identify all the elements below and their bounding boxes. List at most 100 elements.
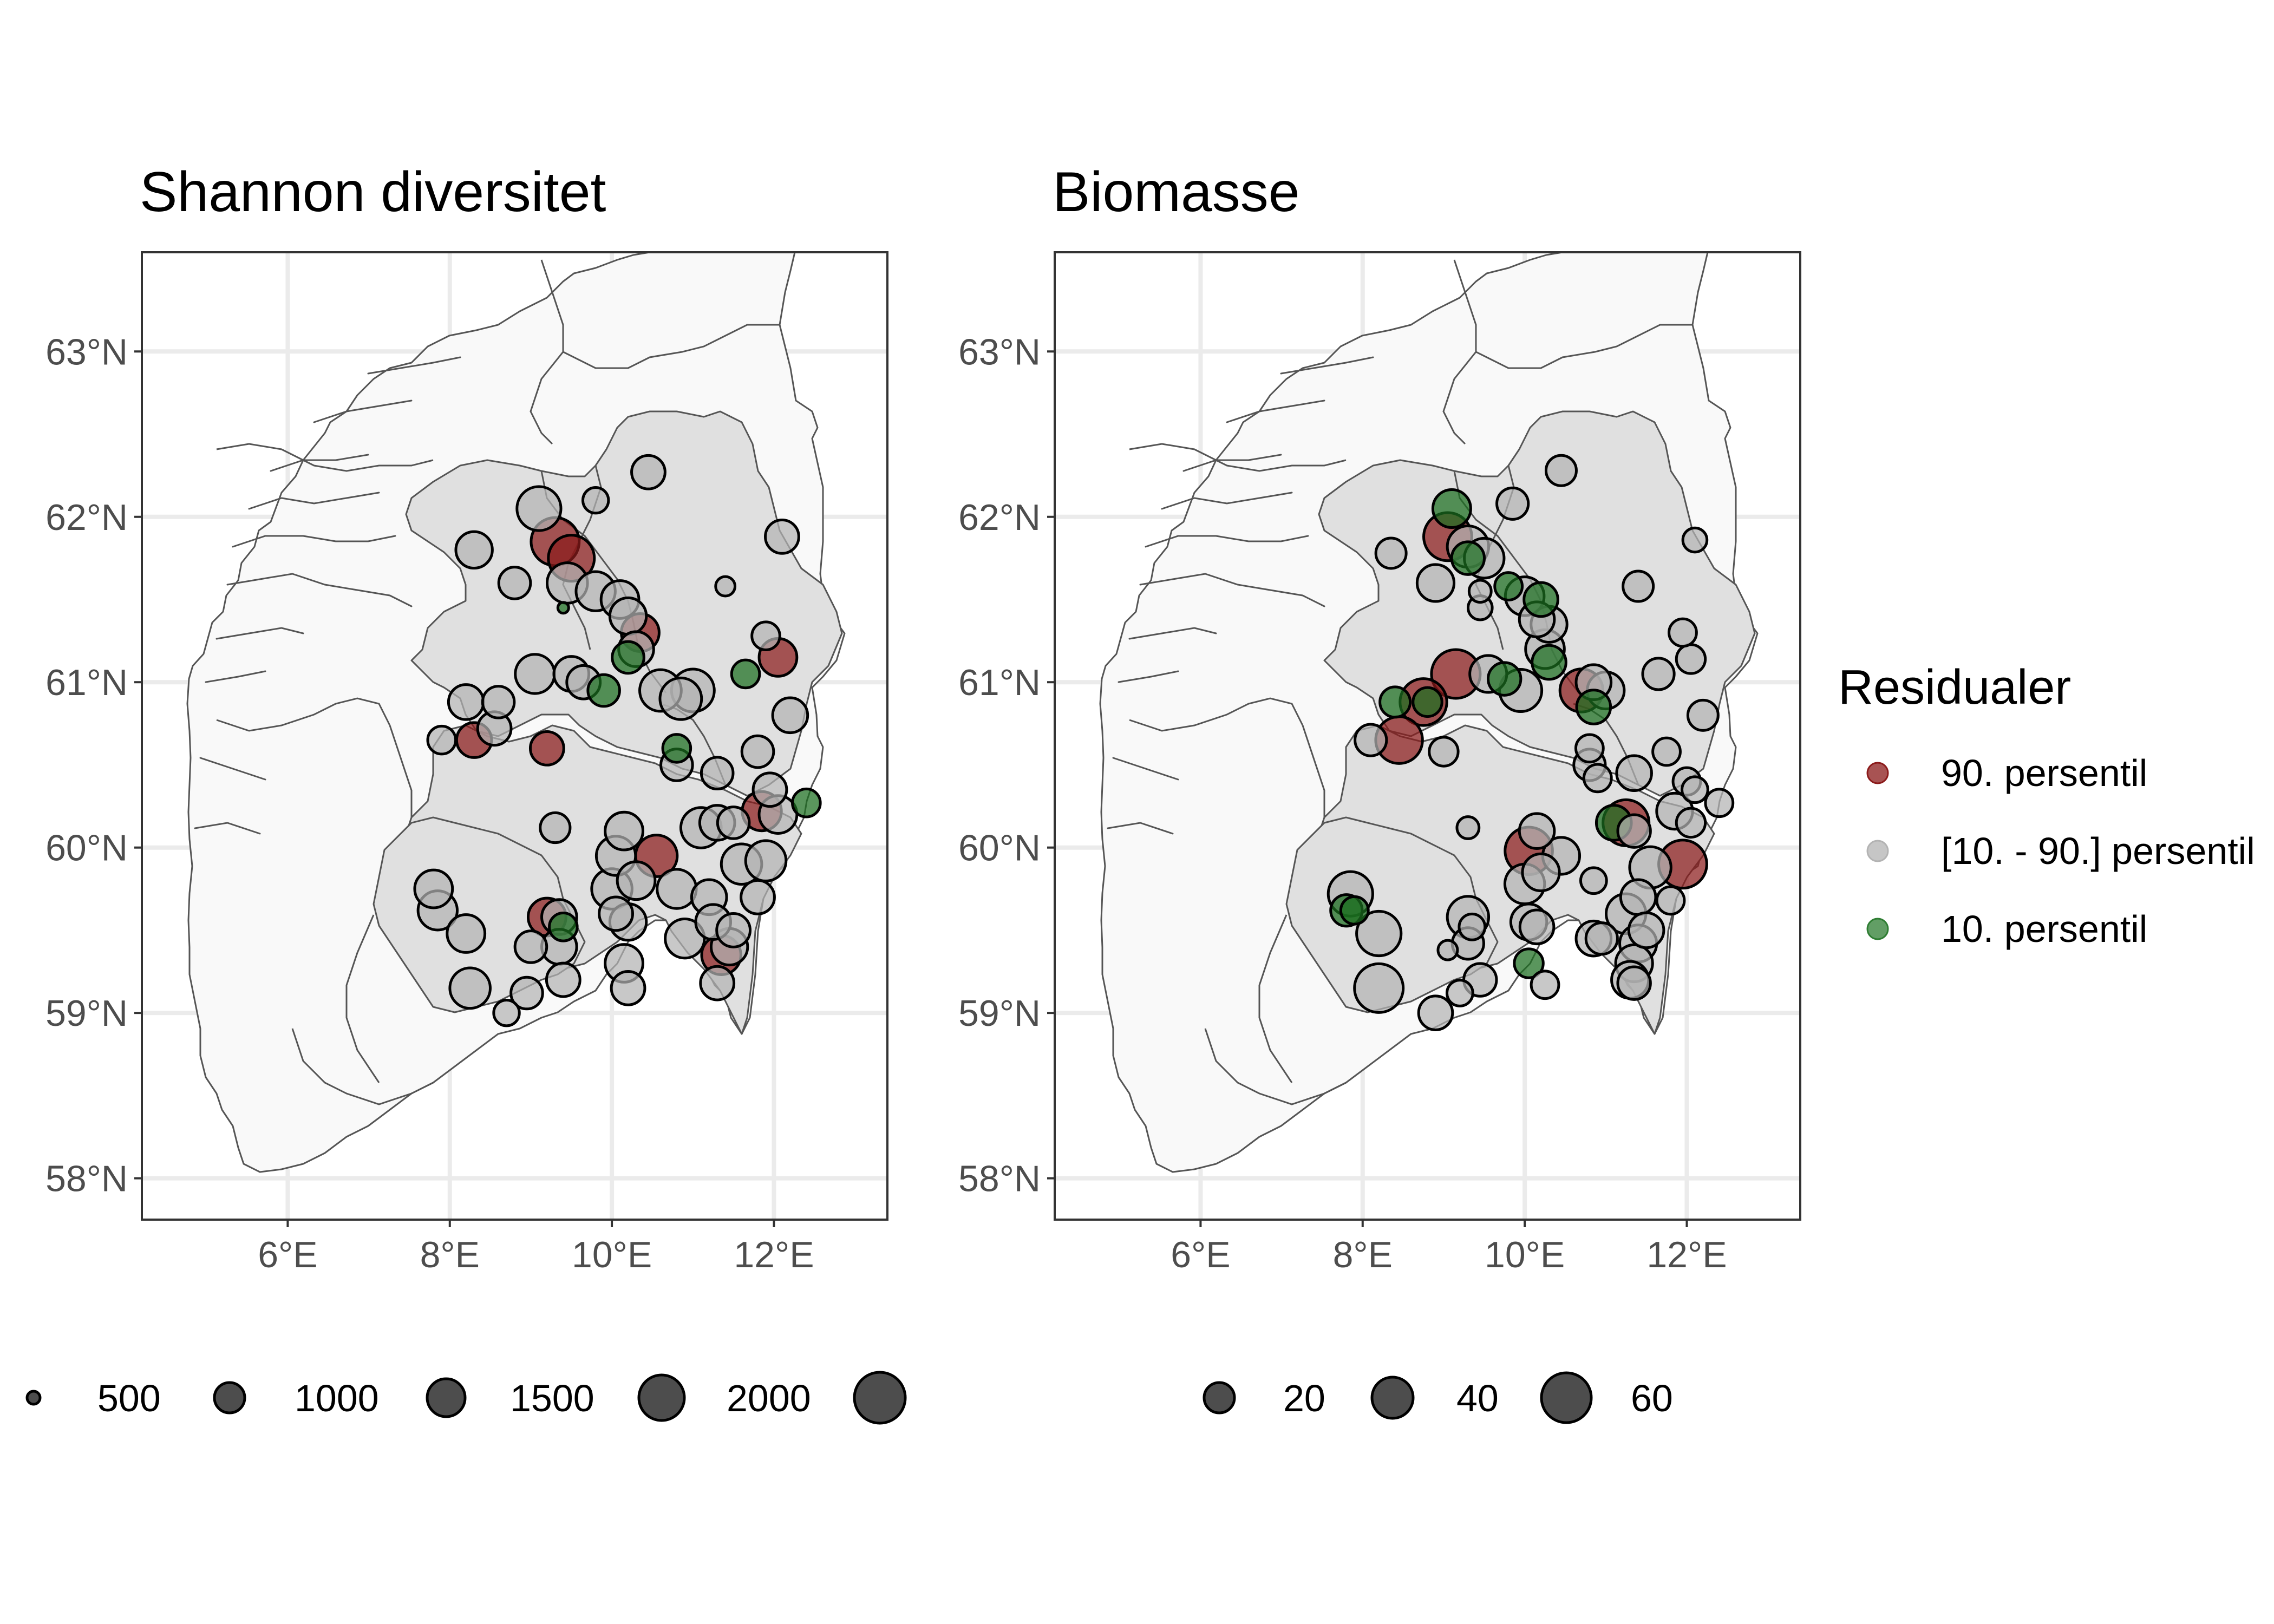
site-point-mid <box>1417 994 1454 1031</box>
site-point-mid <box>1415 563 1456 603</box>
site-point-mid <box>658 676 703 721</box>
fjord-6 <box>1118 670 1179 683</box>
site-point-low <box>661 733 692 764</box>
site-point-mid <box>1615 754 1653 793</box>
site-point-low <box>1412 686 1443 718</box>
size-label-2000: 2000 <box>727 1377 811 1419</box>
fjord-3 <box>1161 492 1293 510</box>
y-tick-label: 61°N <box>45 662 128 703</box>
panel-frame <box>141 251 888 1221</box>
site-point-low <box>1493 571 1524 601</box>
site-point-mid <box>656 868 698 910</box>
site-point-mid <box>446 913 487 954</box>
site-point-mid <box>1518 908 1556 946</box>
legend-label-low: 10. persentil <box>1941 908 2147 950</box>
x-tick-label: 12°E <box>1646 1234 1727 1275</box>
size-label-500: 500 <box>97 1377 161 1419</box>
legend-key-high <box>1866 762 1889 784</box>
y-tick-label: 60°N <box>45 828 128 869</box>
site-point-mid <box>454 530 494 570</box>
site-point-mid <box>1579 866 1608 895</box>
site-point-low <box>1450 540 1486 576</box>
county-border-7 <box>389 725 413 817</box>
x-tick-label: 10°E <box>572 1234 652 1275</box>
site-point-mid <box>448 966 492 1010</box>
county-border-5 <box>1258 914 1293 1083</box>
site-point-mid <box>413 868 454 909</box>
site-point-mid <box>1681 526 1709 554</box>
site-point-mid <box>1616 965 1652 1001</box>
site-point-mid <box>604 810 644 852</box>
site-point-mid <box>1668 617 1698 648</box>
y-tick-label: 59°N <box>45 993 128 1034</box>
site-point-mid <box>1574 733 1605 764</box>
fjord-5 <box>215 627 304 640</box>
site-point-mid <box>515 485 563 532</box>
site-point-mid <box>630 454 666 490</box>
y-tick-label: 60°N <box>958 828 1041 869</box>
site-point-low <box>730 658 761 690</box>
size-label-60: 60 <box>1631 1377 1673 1419</box>
x-tick-label: 6°E <box>1171 1234 1230 1275</box>
site-point-mid <box>1354 723 1388 757</box>
x-tick-label: 10°E <box>1485 1234 1565 1275</box>
size-legend-biomasse: 20 40 60 <box>1203 1371 1673 1424</box>
site-point-mid <box>1655 885 1686 916</box>
fjord-7 <box>199 757 266 781</box>
panel-biomasse: Biomasse 6°E 8°E 10°E 12°E58°N59°N60°N61°N6… <box>958 161 1801 1275</box>
x-tick-label: 8°E <box>420 1234 480 1275</box>
site-point-mid <box>545 961 581 998</box>
county-border-5 <box>345 914 380 1083</box>
county-border-6 <box>216 697 391 732</box>
fjord-3 <box>248 492 380 510</box>
site-point-low <box>1575 689 1612 725</box>
size-key-1000 <box>213 1381 246 1415</box>
site-point-mid <box>1584 921 1619 956</box>
site-point-mid <box>740 879 776 915</box>
legend-label-high: 90. persentil <box>1941 752 2147 794</box>
site-point-mid <box>750 620 781 651</box>
site-point-mid <box>1530 970 1560 1000</box>
site-point-low <box>1486 661 1522 697</box>
fjord-10 <box>367 356 461 375</box>
size-key-1500 <box>426 1377 467 1418</box>
site-point-mid <box>716 806 751 840</box>
site-point-mid <box>1355 909 1403 958</box>
y-tick-label: 59°N <box>958 993 1041 1034</box>
panel-title-biomasse: Biomasse <box>1053 161 1300 224</box>
county-border-4 <box>291 1028 434 1105</box>
site-point-low <box>1431 488 1472 529</box>
size-key-2000 <box>637 1373 686 1422</box>
site-point-mid <box>1582 763 1613 794</box>
county-border-6 <box>1129 697 1304 732</box>
site-point-mid <box>1467 579 1493 604</box>
site-point-mid <box>1458 912 1487 941</box>
county-border-8 <box>1129 443 1347 472</box>
x-tick-label: 12°E <box>734 1234 814 1275</box>
panel-title-shannon: Shannon diversitet <box>140 161 606 224</box>
site-point-low <box>1522 581 1559 618</box>
size-label-20: 20 <box>1283 1377 1325 1419</box>
site-point-mid <box>740 734 775 769</box>
size-key-60 <box>1540 1371 1593 1424</box>
site-point-low <box>611 640 645 675</box>
site-point-low <box>791 787 822 818</box>
y-tick-label: 62°N <box>958 497 1041 538</box>
size-key-max <box>853 1371 907 1425</box>
legend-label-mid: [10. - 90.] persentil <box>1941 830 2255 872</box>
site-point-mid <box>581 486 610 515</box>
y-tick-label: 58°N <box>45 1158 128 1200</box>
fjord-2 <box>1145 535 1309 548</box>
axis-ticks: 6°E 8°E 10°E 12°E 58°N 59°N 60°N 61°N 62°N 63°N <box>958 331 1727 1275</box>
y-tick-label: 61°N <box>958 662 1041 703</box>
site-point-mid <box>509 975 544 1011</box>
site-point-mid <box>1641 657 1676 691</box>
panel-frame <box>1054 251 1801 1221</box>
fjord-1 <box>1139 573 1325 607</box>
site-point-mid <box>1518 812 1556 850</box>
site-point-mid <box>481 685 516 719</box>
sampling-sites-shannon <box>413 454 822 1027</box>
site-point-low <box>586 673 621 708</box>
site-point-mid <box>497 566 532 600</box>
